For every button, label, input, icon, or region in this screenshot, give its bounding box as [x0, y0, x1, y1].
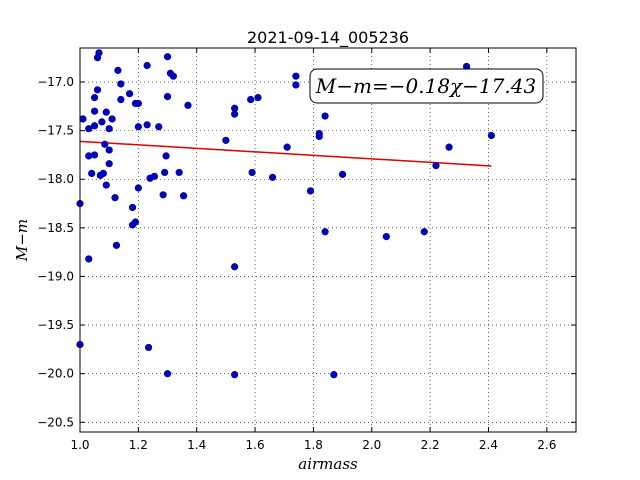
data-point	[163, 93, 172, 101]
data-point	[169, 72, 177, 80]
data-point	[330, 371, 338, 379]
data-point	[321, 112, 329, 120]
x-axis-label: airmass	[298, 455, 358, 473]
y-tick-label: −20.0	[37, 367, 74, 381]
annotation-frame	[309, 68, 544, 104]
y-axis-label: M−m	[13, 219, 31, 262]
data-point	[231, 110, 239, 118]
data-point	[79, 115, 87, 123]
points-layer	[76, 49, 495, 379]
data-point	[90, 151, 99, 159]
data-point	[162, 152, 170, 160]
y-tick-label: −19.0	[37, 269, 74, 283]
data-point	[161, 168, 169, 177]
data-point	[231, 371, 239, 379]
data-point	[150, 172, 158, 180]
data-point	[134, 123, 142, 131]
data-point	[487, 131, 495, 140]
data-point	[88, 169, 96, 178]
data-point	[105, 125, 113, 133]
data-point	[143, 121, 151, 129]
data-point	[126, 90, 134, 98]
data-point	[117, 80, 125, 88]
data-point	[117, 95, 125, 104]
data-point	[99, 169, 107, 178]
data-point	[108, 115, 116, 123]
data-point	[144, 343, 153, 352]
data-point	[128, 203, 137, 212]
ticks-layer: 1.0 1.2 1.4 1.6 1.8 2.0 2.2 2.4 2.6 −17.0 −17.5 −18…	[37, 48, 576, 452]
x-tick-label: 2.4	[479, 438, 498, 452]
data-point	[231, 263, 239, 271]
fit-line	[79, 140, 492, 167]
data-point	[93, 86, 102, 94]
data-point	[102, 108, 110, 116]
y-tick-label: −19.5	[37, 318, 74, 332]
data-point	[163, 370, 172, 378]
x-tick-label: 2.6	[537, 438, 556, 452]
data-point	[98, 118, 106, 126]
data-point	[247, 95, 255, 104]
data-point	[134, 184, 142, 192]
annotation-box: M−m=−0.18χ−17.43	[309, 68, 544, 104]
data-point	[155, 123, 163, 131]
data-point	[184, 101, 192, 109]
y-tick-label: −20.5	[37, 415, 74, 429]
y-tick-label: −17.0	[37, 75, 74, 89]
data-point	[143, 61, 151, 70]
data-point	[95, 49, 103, 57]
y-tick-label: −18.5	[37, 221, 74, 235]
y-tick-label: −18.0	[37, 172, 74, 186]
data-point	[292, 72, 300, 80]
data-point	[134, 99, 142, 108]
data-point	[105, 160, 113, 168]
plot-area	[80, 48, 576, 432]
data-point	[90, 107, 99, 115]
data-point	[432, 162, 440, 170]
x-tick-label: 2.2	[421, 438, 440, 452]
data-point	[283, 143, 291, 151]
data-point	[306, 187, 315, 195]
x-tick-label: 2.0	[362, 438, 381, 452]
fit-line-layer	[79, 140, 492, 167]
y-tick-label: −17.5	[37, 124, 74, 138]
data-point	[131, 218, 140, 226]
data-point	[321, 228, 329, 236]
data-point	[85, 152, 93, 160]
data-point	[111, 194, 119, 202]
x-tick-label: 1.6	[246, 438, 265, 452]
data-point	[85, 125, 93, 133]
x-tick-label: 1.4	[187, 438, 206, 452]
data-point	[292, 81, 300, 89]
fit-equation: M−m=−0.18χ−17.43	[315, 74, 536, 98]
data-point	[248, 168, 256, 177]
x-tick-label: 1.0	[70, 438, 89, 452]
data-point	[102, 181, 110, 189]
data-point	[338, 170, 347, 178]
data-point	[179, 192, 188, 200]
data-point	[90, 122, 99, 130]
data-point	[90, 93, 99, 102]
data-point	[112, 241, 121, 249]
data-point	[114, 66, 122, 74]
data-point	[268, 173, 277, 181]
x-tick-label: 1.2	[129, 438, 148, 452]
data-point	[101, 140, 109, 148]
plot-frame	[79, 47, 577, 433]
data-point	[222, 136, 230, 144]
x-tick-label: 1.8	[304, 438, 323, 452]
data-point	[85, 255, 93, 263]
data-point	[254, 93, 262, 102]
data-point	[105, 146, 113, 154]
data-point	[420, 228, 428, 236]
chart-title: 2021-09-14_005236	[247, 28, 409, 48]
data-point	[382, 232, 390, 241]
data-point	[175, 168, 183, 177]
data-point	[445, 143, 453, 151]
data-point	[159, 191, 167, 199]
data-point	[163, 53, 172, 61]
data-point	[315, 132, 323, 141]
